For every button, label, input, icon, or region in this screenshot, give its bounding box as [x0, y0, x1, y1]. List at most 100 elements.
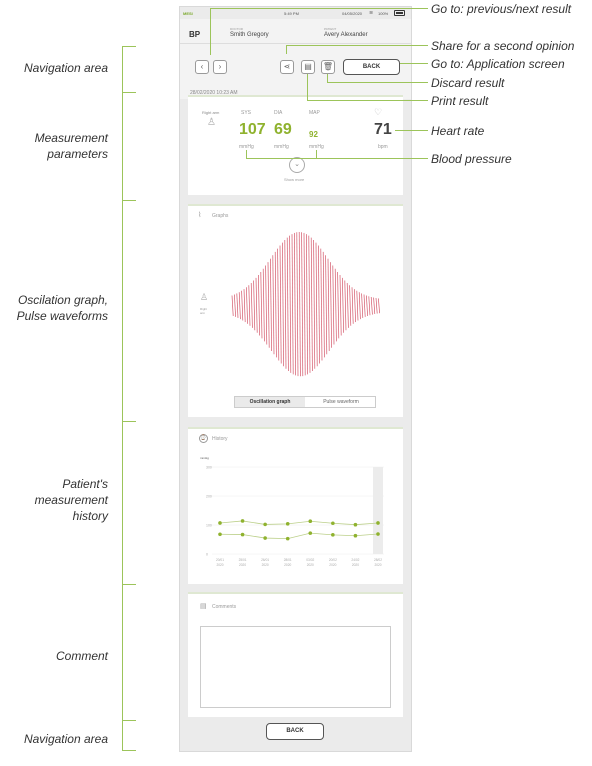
connector-line	[307, 100, 428, 101]
connector-line	[210, 8, 211, 55]
measurement-card: Right arm ♙ SYS DIA MAP 107 69 92 mmHg m…	[188, 95, 403, 195]
history-point[interactable]	[218, 532, 222, 537]
pulse-icon: ⌇	[198, 212, 202, 219]
connector-line	[400, 63, 428, 64]
x-tick-label: 25/01	[239, 558, 247, 562]
history-point[interactable]	[353, 522, 358, 527]
x-tick-label: 28/02	[374, 558, 382, 562]
oscillation-stroke	[301, 232, 304, 377]
bracket-tick	[122, 421, 136, 422]
oscillation-stroke	[351, 287, 354, 324]
oscillation-stroke	[378, 298, 380, 314]
history-point[interactable]	[263, 522, 267, 527]
heart-icon: ♡	[374, 107, 383, 117]
oscillation-stroke	[358, 292, 361, 320]
oscillation-stroke	[279, 245, 282, 364]
connector-line	[316, 150, 317, 158]
status-date: 04/05/2020	[342, 11, 363, 16]
comments-card: ▤ Comments	[188, 592, 403, 717]
back-button-bottom[interactable]: BACK	[266, 723, 324, 740]
y-tick-label: 200	[206, 495, 212, 499]
back-button-top[interactable]: BACK	[343, 59, 400, 75]
oscillation-stroke	[246, 287, 248, 324]
discard-button[interactable]: 🗑	[321, 60, 335, 74]
map-label: MAP	[309, 110, 320, 116]
highlight-column	[373, 467, 383, 554]
history-point[interactable]	[308, 531, 313, 535]
show-more-label[interactable]: Show more	[284, 177, 305, 182]
history-point[interactable]	[331, 521, 335, 526]
arm-icon: ♙	[207, 117, 216, 128]
wifi-icon: ≋	[369, 10, 374, 16]
history-point[interactable]	[331, 533, 335, 537]
oscillation-stroke	[373, 297, 376, 315]
section-bracket-line	[122, 46, 123, 750]
oscillation-stroke	[310, 237, 313, 371]
x-tick-label: 2020	[352, 563, 359, 567]
oscillation-stroke	[274, 251, 277, 358]
previous-result-button[interactable]: ‹	[195, 60, 209, 74]
oscillation-stroke	[243, 289, 246, 323]
oscillation-stroke	[337, 271, 340, 339]
history-series-line	[219, 532, 379, 540]
history-point[interactable]	[218, 521, 222, 525]
oscillation-stroke	[375, 298, 378, 314]
sys-value: 107	[239, 121, 266, 138]
x-tick-label: 20/01	[216, 558, 224, 562]
oscillation-stroke	[308, 235, 311, 373]
show-more-button[interactable]: ⌄	[289, 157, 305, 173]
oscillation-stroke	[344, 280, 347, 331]
history-point[interactable]	[376, 532, 380, 536]
label-oscillation-graph: Oscilation graph, Pulse waveforms	[16, 293, 108, 323]
bracket-tick	[122, 92, 136, 93]
comment-textarea[interactable]	[200, 626, 391, 708]
next-result-button[interactable]: ›	[213, 60, 227, 74]
heart-rate-value: 71	[374, 121, 392, 138]
oscillation-stroke	[327, 258, 330, 351]
oscillation-stroke	[354, 289, 356, 323]
label-measurement-parameters: Measurement parameters	[34, 131, 108, 161]
oscillation-stroke	[250, 282, 253, 328]
oscillation-stroke	[346, 282, 349, 328]
arm-icon: ♙	[200, 292, 209, 302]
oscillation-stroke	[361, 293, 364, 318]
history-point[interactable]	[285, 536, 290, 541]
history-point[interactable]	[353, 533, 358, 538]
print-button[interactable]: ▤	[301, 60, 315, 74]
x-tick-label: 2020	[307, 563, 314, 567]
oscillation-stroke	[282, 242, 284, 367]
doctor-label: DOCTOR	[230, 27, 243, 31]
history-point[interactable]	[376, 521, 380, 525]
measurement-datetime: 28/02/2020 10:23 AM	[190, 90, 238, 96]
oscillation-stroke	[248, 285, 251, 326]
history-point[interactable]	[263, 536, 267, 540]
oscillation-stroke	[330, 262, 332, 348]
history-point[interactable]	[285, 522, 290, 526]
dia-unit: mmHg	[274, 144, 289, 150]
label-comment: Comment	[55, 649, 108, 663]
oscillation-stroke	[306, 234, 308, 375]
oscillation-stroke	[272, 255, 275, 355]
oscillation-stroke	[253, 280, 256, 331]
history-point[interactable]	[240, 532, 245, 537]
history-point[interactable]	[240, 519, 245, 523]
x-tick-label: 2020	[239, 563, 246, 567]
status-time: 5:49 PM	[284, 11, 299, 16]
label-share: Share for a second opinion	[431, 39, 575, 53]
graphs-title: Graphs	[212, 213, 229, 219]
oscillation-stroke	[238, 292, 241, 320]
share-button[interactable]: ⋖	[280, 60, 294, 74]
connector-line	[286, 45, 287, 54]
oscillation-stroke	[313, 239, 316, 369]
sys-label: SYS	[241, 110, 252, 116]
tab-pulse-waveform[interactable]: Pulse waveform	[323, 399, 359, 405]
label-prev-next: Go to: previous/next result	[431, 2, 572, 16]
label-print: Print result	[431, 94, 489, 108]
history-point[interactable]	[308, 519, 313, 524]
tab-oscillation-graph[interactable]: Oscillation graph	[235, 397, 305, 407]
chevron-left-icon: ‹	[200, 62, 204, 71]
status-battery: 100%	[378, 11, 389, 16]
bracket-tick	[122, 46, 136, 47]
x-tick-label: 28/01	[284, 558, 292, 562]
